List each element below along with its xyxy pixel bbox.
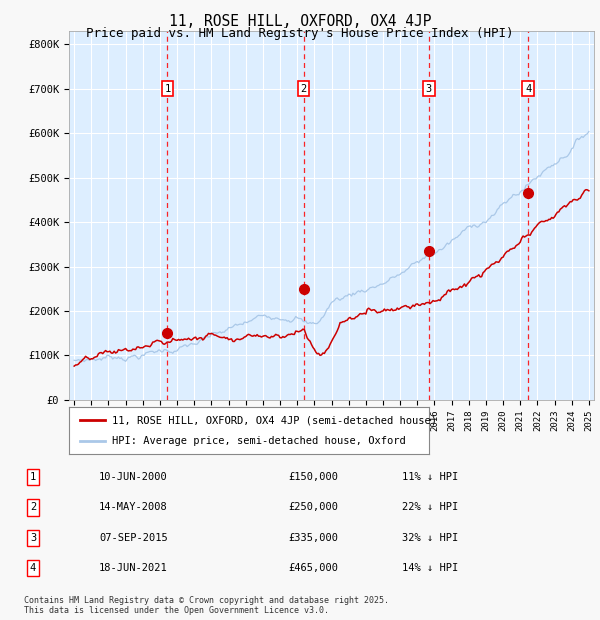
Text: £150,000: £150,000 xyxy=(288,472,338,482)
Text: 1: 1 xyxy=(164,84,170,94)
Text: Contains HM Land Registry data © Crown copyright and database right 2025.
This d: Contains HM Land Registry data © Crown c… xyxy=(24,596,389,615)
Text: £465,000: £465,000 xyxy=(288,563,338,574)
Text: 1: 1 xyxy=(30,472,36,482)
Text: 22% ↓ HPI: 22% ↓ HPI xyxy=(402,502,458,513)
Text: HPI: Average price, semi-detached house, Oxford: HPI: Average price, semi-detached house,… xyxy=(112,436,406,446)
Text: £335,000: £335,000 xyxy=(288,533,338,543)
Text: 10-JUN-2000: 10-JUN-2000 xyxy=(99,472,168,482)
Text: 11% ↓ HPI: 11% ↓ HPI xyxy=(402,472,458,482)
Text: £250,000: £250,000 xyxy=(288,502,338,513)
Text: 18-JUN-2021: 18-JUN-2021 xyxy=(99,563,168,574)
Text: 11, ROSE HILL, OXFORD, OX4 4JP (semi-detached house): 11, ROSE HILL, OXFORD, OX4 4JP (semi-det… xyxy=(112,415,437,425)
Text: 14% ↓ HPI: 14% ↓ HPI xyxy=(402,563,458,574)
Text: 14-MAY-2008: 14-MAY-2008 xyxy=(99,502,168,513)
Text: 4: 4 xyxy=(30,563,36,574)
Text: 4: 4 xyxy=(525,84,531,94)
Text: 32% ↓ HPI: 32% ↓ HPI xyxy=(402,533,458,543)
Text: 2: 2 xyxy=(30,502,36,513)
Text: 07-SEP-2015: 07-SEP-2015 xyxy=(99,533,168,543)
Text: Price paid vs. HM Land Registry's House Price Index (HPI): Price paid vs. HM Land Registry's House … xyxy=(86,27,514,40)
Text: 2: 2 xyxy=(301,84,307,94)
Text: 3: 3 xyxy=(426,84,432,94)
Text: 11, ROSE HILL, OXFORD, OX4 4JP: 11, ROSE HILL, OXFORD, OX4 4JP xyxy=(169,14,431,29)
Text: 3: 3 xyxy=(30,533,36,543)
